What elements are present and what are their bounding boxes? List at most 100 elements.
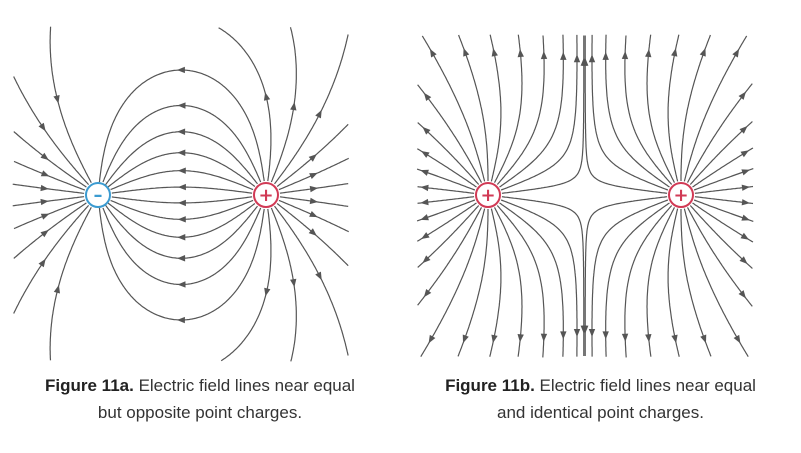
field-line [458,34,489,181]
field-line [591,199,669,357]
field-arrow [429,48,437,58]
field-line [680,209,712,357]
field-arrow [738,91,746,100]
field-arrow [621,333,629,342]
field-arrow [739,256,748,265]
field-line [489,208,502,357]
field-arrow [560,51,567,60]
field-line [489,34,502,182]
field-arrow [517,49,524,58]
field-line [496,35,545,185]
figure-11b: + + Figure 11b. Electric field lines nea… [400,0,801,453]
field-arrow [53,94,60,104]
field-arrow [38,258,46,268]
field-line [501,196,585,356]
field-line [220,208,272,362]
field-lines [416,34,754,358]
field-line [98,207,265,321]
field-line [417,207,483,306]
field-arrow [738,290,746,299]
field-line [49,26,92,183]
field-line [98,69,265,183]
field-arrow [176,66,185,74]
field-line [605,202,670,357]
field-line [584,35,668,194]
field-arrow [588,54,596,63]
field-line [499,34,564,188]
field-arrow [53,284,61,294]
field-line [417,84,483,183]
field-arrow [176,316,185,324]
negative-charge: – [85,182,111,208]
field-line [417,122,480,185]
field-line [457,209,489,357]
field-arrow [177,216,186,223]
field-arrow [463,48,470,57]
field-arrow [671,334,678,344]
field-arrow [420,169,429,176]
field-arrow [581,325,589,334]
field-arrow [177,281,186,288]
negative-charge-circle [85,182,111,208]
field-arrow [40,152,49,161]
positive-charge-left: + [475,182,501,208]
field-line [624,205,673,358]
field-line [667,34,680,182]
positive-charge-circle [253,182,279,208]
field-arrow [308,228,317,236]
field-line [13,131,87,188]
field-arrow [428,334,436,344]
field-arrow [588,329,596,337]
field-line [105,204,258,259]
field-arrow [741,214,750,221]
field-line [686,83,753,183]
field-line [646,207,676,357]
field-line [417,205,480,268]
field-arrow [581,57,589,66]
field-line [686,207,753,307]
positive-charge-symbol: + [258,185,273,206]
field-arrow [422,255,431,264]
field-line [13,202,87,259]
field-arrow [671,48,678,57]
field-arrow [741,169,750,176]
field-line [493,207,523,357]
field-arrow [308,154,317,162]
field-line [646,34,676,183]
field-lines [12,26,349,362]
positive-charge-symbol: + [673,185,688,206]
field-line [689,205,753,269]
field-arrow [573,54,581,63]
field-arrow [40,170,50,177]
field-arrow [177,199,186,207]
field-arrow [421,151,430,158]
field-line [683,35,748,182]
field-arrow [540,333,548,342]
field-line [584,196,668,356]
field-line [496,205,545,358]
field-line [605,34,670,188]
positive-charge-right: + [668,182,694,208]
field-arrow [491,48,498,57]
figure-11a: – + Figure 11a. Electric field lines nea… [0,0,400,453]
field-arrow [38,122,46,132]
field-arrow [177,102,186,109]
field-arrow [420,184,429,192]
field-arrow [315,109,322,119]
caption-text-line1: Electric field lines near equal [534,376,756,395]
positive-charge: + [253,182,279,208]
field-arrow [40,229,49,238]
field-arrow [621,51,629,60]
field-arrow [740,232,750,240]
field-line [274,205,349,356]
field-arrow [573,329,581,337]
field-arrow [177,149,186,156]
field-arrow [421,232,430,239]
field-line [500,34,578,191]
field-arrow [739,125,748,134]
field-arrow [290,278,297,288]
field-arrow [177,234,186,241]
field-arrow [40,198,49,206]
field-arrow [420,198,429,206]
field-line [680,34,711,181]
